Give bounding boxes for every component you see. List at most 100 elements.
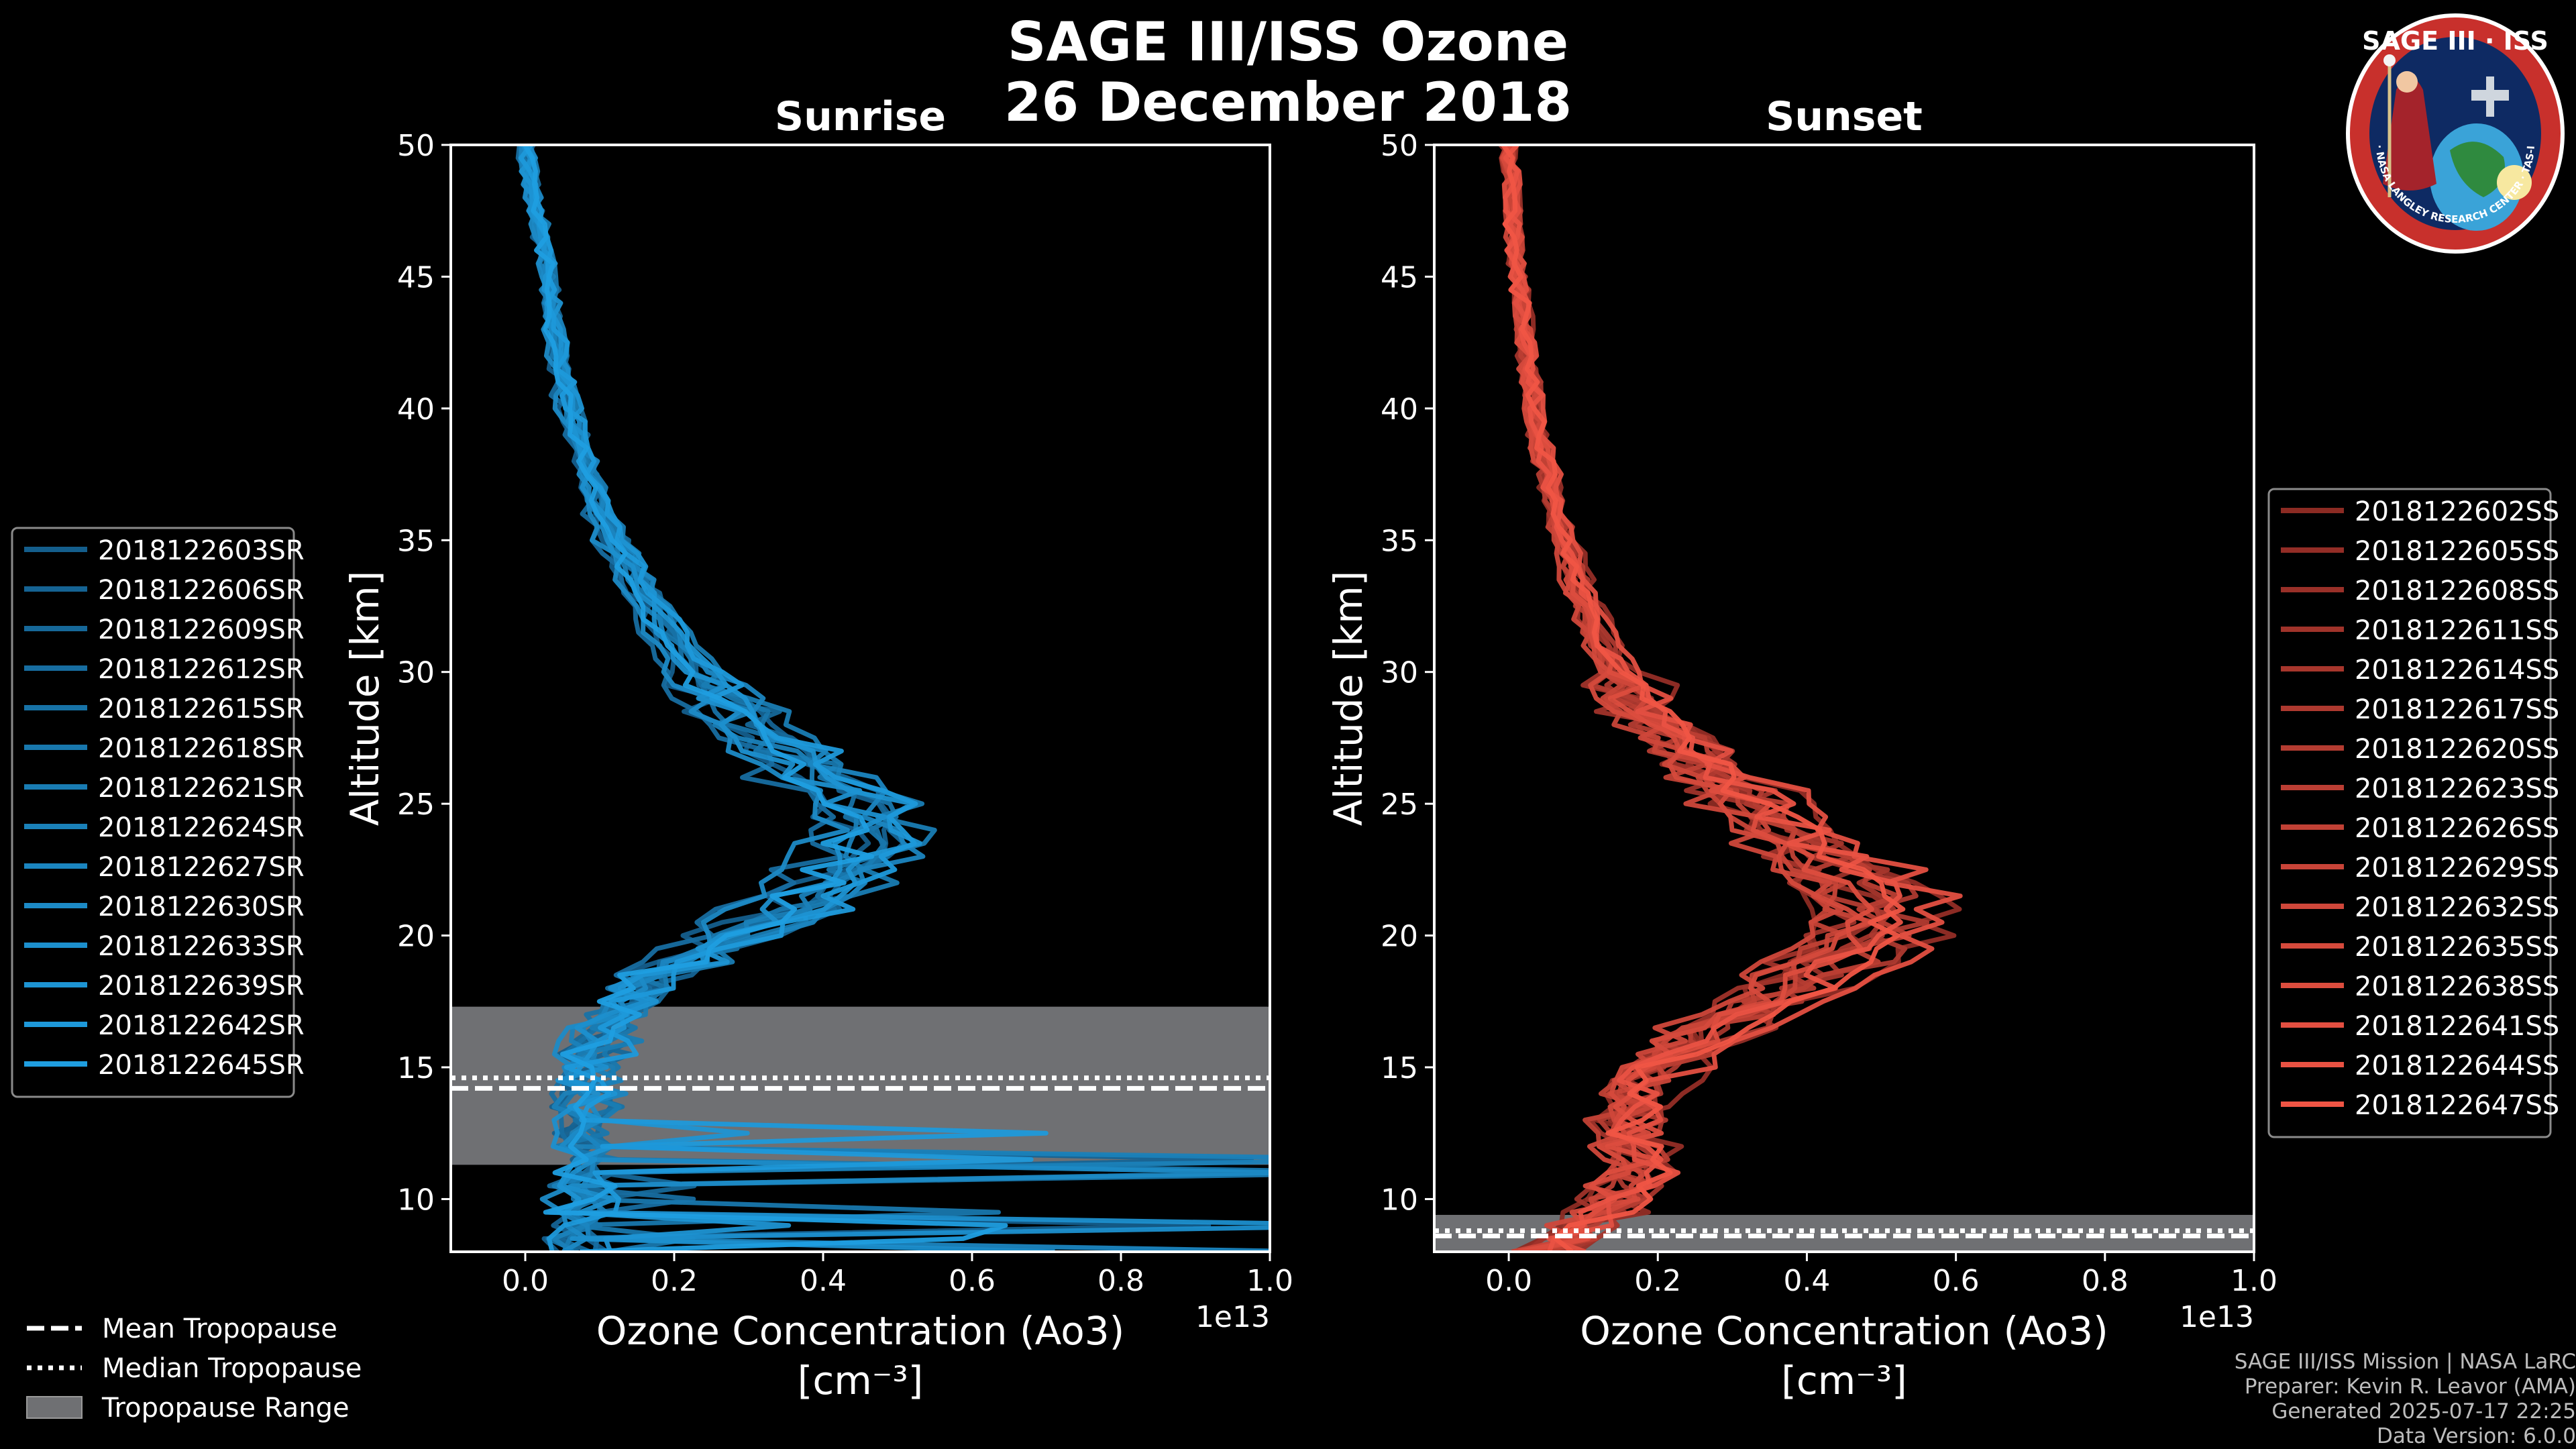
series-legend: 2018122603SR 2018122606SR 2018122609SR 2018… — [11, 527, 305, 1098]
profile-line-2018122639SR — [519, 145, 922, 1252]
main-title-line1: SAGE III/ISS Ozone — [1007, 11, 1569, 73]
legend-label-2018122606SR: 2018122606SR — [98, 575, 305, 606]
profile-line-2018122645SR — [523, 145, 1008, 1252]
x-tick-label: 0.4 — [800, 1264, 847, 1298]
y-axis-label: Altitude [km] — [1326, 571, 1371, 826]
legend-label-2018122635SS: 2018122635SS — [2355, 932, 2559, 963]
legend-label-2018122626SS: 2018122626SS — [2355, 813, 2559, 844]
y-tick-label: 30 — [397, 656, 435, 690]
profile-line-2018122642SR — [519, 145, 1049, 1252]
y-tick-label: 15 — [397, 1051, 435, 1085]
x-tick-label: 0.2 — [1634, 1264, 1681, 1298]
profile-line-2018122635SS — [1500, 145, 1870, 1252]
profile-line-2018122614SS — [1502, 145, 1896, 1252]
legend-tropopause-label: Median Tropopause — [102, 1353, 362, 1384]
x-tick-label: 0.8 — [2082, 1264, 2129, 1298]
x-offset-text: 1e13 — [2180, 1300, 2254, 1334]
x-tick-label: 0.0 — [502, 1264, 549, 1298]
x-tick-label: 0.8 — [1097, 1264, 1144, 1298]
y-tick-label: 25 — [1381, 788, 1418, 822]
legend-label-2018122605SS: 2018122605SS — [2355, 536, 2559, 567]
legend-label-2018122602SS: 2018122602SS — [2355, 496, 2559, 527]
legend-label-2018122644SS: 2018122644SS — [2355, 1051, 2559, 1081]
profile-line-2018122626SS — [1506, 145, 1849, 1252]
footer-data-version: Data Version: 6.0.0 — [2376, 1424, 2576, 1448]
legend-label-2018122614SS: 2018122614SS — [2355, 655, 2559, 686]
y-tick-label: 45 — [1381, 260, 1418, 294]
tropopause-legend: Mean Tropopause Median Tropopause Tropopau… — [26, 1313, 362, 1424]
legend-label-2018122627SR: 2018122627SR — [98, 852, 305, 883]
x-axis-units: [cm⁻³] — [1781, 1358, 1907, 1403]
legend-label-2018122609SR: 2018122609SR — [98, 614, 305, 645]
profile-lines — [515, 145, 1270, 1252]
legend-tropopause-label: Tropopause Range — [101, 1393, 350, 1424]
y-tick-label: 10 — [397, 1183, 435, 1217]
legend-label-2018122617SS: 2018122617SS — [2355, 694, 2559, 725]
profile-line-2018122638SS — [1501, 145, 1874, 1252]
x-axis-label: Ozone Concentration (Ao3) — [1580, 1308, 2108, 1354]
legend-label-2018122623SS: 2018122623SS — [2355, 773, 2559, 804]
profile-line-2018122644SS — [1503, 145, 1903, 1252]
y-tick-label: 15 — [1381, 1051, 1418, 1085]
legend-label-2018122620SS: 2018122620SS — [2355, 734, 2559, 765]
profile-line-2018122611SS — [1503, 145, 1857, 1252]
legend-frame — [2267, 488, 2552, 1138]
y-tick-label: 30 — [1381, 656, 1418, 690]
legend-tropopause-label: Mean Tropopause — [102, 1313, 337, 1344]
legend-label-2018122632SS: 2018122632SS — [2355, 892, 2559, 923]
series-legend: 2018122602SS 2018122605SS 2018122608SS 2018… — [2267, 488, 2559, 1138]
panel-sunrise: 0.0 0.2 0.4 0.6 0.8 1.0 10 15 20 25 30 35 40 45 50 Sunr… — [11, 93, 1293, 1403]
y-tick-label: 25 — [397, 788, 435, 822]
main-title-line2: 26 December 2018 — [1004, 71, 1572, 133]
footer-credits: SAGE III/ISS Mission | NASA LaRC Prepare… — [1972, 1350, 2576, 1449]
y-tick-label: 35 — [1381, 524, 1418, 558]
y-tick-label: 20 — [1381, 920, 1418, 954]
x-axis-label: Ozone Concentration (Ao3) — [596, 1308, 1125, 1354]
legend-label-2018122642SR: 2018122642SR — [98, 1010, 305, 1041]
profile-line-2018122629SS — [1503, 145, 1876, 1252]
y-tick-label: 40 — [397, 392, 435, 427]
y-tick-label: 45 — [397, 260, 435, 294]
profile-line-2018122647SS — [1501, 145, 1906, 1252]
profile-line-2018122617SS — [1501, 145, 1930, 1252]
plot-frame — [1433, 144, 2255, 1253]
y-tick-label: 10 — [1381, 1183, 1418, 1217]
legend-label-2018122639SR: 2018122639SR — [98, 971, 305, 1002]
plot-frame — [449, 144, 1271, 1253]
legend-label-2018122645SR: 2018122645SR — [98, 1050, 305, 1081]
main-title: SAGE III/ISS Ozone 26 December 2018 — [0, 12, 2576, 133]
profile-line-2018122641SS — [1503, 145, 1963, 1252]
y-axis-label: Altitude [km] — [342, 571, 388, 826]
legend-label-2018122647SS: 2018122647SS — [2355, 1090, 2559, 1121]
y-tick-label: 50 — [1381, 129, 1418, 163]
profile-line-2018122633SR — [521, 145, 1270, 1252]
profile-line-2018122605SS — [1499, 145, 1962, 1252]
y-tick-label: 50 — [397, 129, 435, 163]
x-tick-label: 1.0 — [2231, 1264, 2277, 1298]
panel-title: Sunrise — [775, 93, 946, 140]
y-tick-label: 35 — [397, 524, 435, 558]
legend-tropopause-range-swatch — [26, 1396, 83, 1419]
profile-lines — [1499, 145, 1963, 1252]
y-tick-label: 40 — [1381, 392, 1418, 427]
footer-generated: Generated 2025-07-17 22:25 — [2271, 1399, 2576, 1424]
legend-label-2018122608SS: 2018122608SS — [2355, 576, 2559, 606]
legend-label-2018122618SR: 2018122618SR — [98, 733, 305, 764]
profile-line-2018122623SS — [1499, 145, 1912, 1252]
x-offset-text: 1e13 — [1195, 1300, 1270, 1334]
footer-preparer: Preparer: Kevin R. Leavor (AMA) — [2244, 1375, 2576, 1399]
legend-label-2018122611SS: 2018122611SS — [2355, 615, 2559, 646]
panel-sunset: 0.0 0.2 0.4 0.6 0.8 1.0 10 15 20 25 30 35 40 45 50 Suns… — [1326, 93, 2559, 1403]
panel-title: Sunset — [1766, 93, 1923, 140]
legend-label-2018122621SR: 2018122621SR — [98, 773, 305, 804]
legend-label-2018122629SS: 2018122629SS — [2355, 853, 2559, 883]
x-tick-label: 0.0 — [1485, 1264, 1532, 1298]
legend-label-2018122630SR: 2018122630SR — [98, 892, 305, 922]
legend-label-2018122638SS: 2018122638SS — [2355, 971, 2559, 1002]
x-tick-label: 0.6 — [1933, 1264, 1980, 1298]
legend-label-2018122615SR: 2018122615SR — [98, 694, 305, 724]
footer-mission: SAGE III/ISS Mission | NASA LaRC — [2234, 1350, 2576, 1374]
x-tick-label: 1.0 — [1246, 1264, 1293, 1298]
x-tick-label: 0.6 — [949, 1264, 996, 1298]
